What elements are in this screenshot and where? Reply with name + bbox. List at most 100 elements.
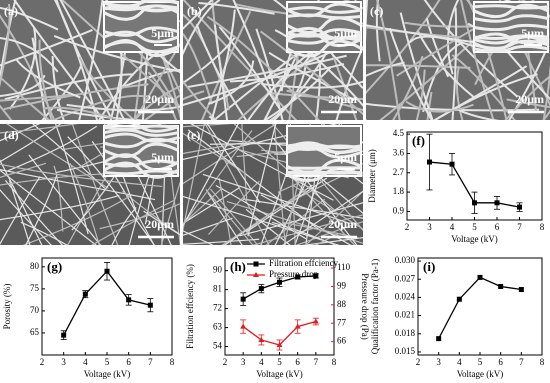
inset-scale: 5μm [334,26,357,40]
fiber [230,62,345,83]
x-tick-label: 6 [295,357,300,367]
fiber [0,163,163,188]
marker [258,286,264,292]
scale-label: 20μm [515,92,544,106]
sem-image: (d) 5μm 20μm [0,124,180,245]
y-tick-label: 4.5 [393,128,405,138]
y-axis-label: Filtration effciency (%) [185,264,195,349]
x-tick-label: 2 [416,357,421,367]
fiber [399,12,434,120]
x-tick-label: 8 [540,222,545,232]
x-tick-label: 3 [241,357,246,367]
fiber [202,173,350,224]
x-tick-label: 4 [457,357,462,367]
fiber [451,7,458,120]
x-axis-label: Voltage (kV) [451,234,498,244]
fiber [60,0,180,108]
x-tick-label: 2 [223,357,228,367]
fiber [147,71,178,120]
x-tick-label: 6 [498,357,503,367]
sem-image: (b) 5μm 20μm [183,0,363,120]
fiber [266,91,363,100]
fiber [20,221,68,245]
inset-fiber [103,40,179,54]
x-tick-label: 3 [427,222,432,232]
y2-tick-label: 99 [337,280,347,290]
legend-label: Filtration effciency [269,258,339,268]
panel-label: (g) [47,259,62,274]
fiber [183,187,223,225]
x-tick-label: 3 [436,357,441,367]
y-axis-label: Porosity (%) [2,284,12,330]
fiber [99,203,180,230]
fiber [232,0,273,94]
marker [61,332,67,338]
panel-label: (e) [187,128,200,142]
fiber [241,124,248,201]
y2-tick-label: 88 [337,299,347,309]
fiber [247,124,277,237]
y-tick-label: 0.015 [395,346,416,356]
y-tick-label: 63 [213,322,223,332]
fiber [273,138,358,245]
sem-image: (e) 5μm 20μm [183,124,363,245]
fiber [25,174,58,245]
y2-tick-label: 77 [337,317,347,327]
fiber [417,31,476,99]
fiber [183,230,214,245]
fiber [446,0,460,75]
y-tick-label: 75 [30,283,40,293]
x-axis-label: Voltage (kV) [457,369,504,379]
fiber [301,237,363,245]
x-tick-label: 7 [314,357,319,367]
inset-fiber [473,14,549,23]
scale-label: 20μm [328,92,357,106]
fiber [183,0,221,56]
x-tick-label: 4 [83,357,88,367]
fiber [206,15,320,120]
scale-label: 20μm [145,217,174,231]
fiber [71,124,119,245]
fiber [38,39,53,120]
panel-label: (b) [187,4,202,18]
y-tick-label: 0.018 [395,328,416,338]
series-line [438,276,522,339]
scale-label: 20μm [328,217,357,231]
fiber [261,80,363,89]
fiber [183,142,242,155]
fiber [183,130,253,226]
fiber [366,61,405,77]
inset-fiber [286,16,362,34]
sem-image: (a) 5μm 20μm [0,0,180,120]
marker [312,318,319,324]
x-tick-label: 7 [519,357,524,367]
x-tick-label: 5 [105,357,110,367]
fiber [0,169,97,245]
inset-fiber [473,4,549,10]
fiber [375,0,381,62]
fiber [335,45,363,120]
x-tick-label: 7 [148,357,153,367]
fiber [292,184,363,230]
fiber [51,56,65,120]
x-tick-label: 2 [40,357,45,367]
fiber [432,65,528,120]
marker [126,297,132,303]
fiber [273,124,286,245]
fiber [41,65,82,120]
fiber [183,80,217,120]
fiber [183,132,247,175]
x-tick-label: 5 [277,357,282,367]
marker [240,296,246,302]
fiber [183,124,239,228]
fiber [0,104,13,120]
fiber [265,198,326,245]
fiber [426,91,433,120]
fiber [233,124,336,211]
x-tick-label: 5 [472,222,477,232]
sem-image: (c) 5μm 20μm [366,0,550,120]
marker [477,274,483,280]
series-line [63,270,151,336]
fiber [54,124,89,235]
fiber [260,194,352,245]
